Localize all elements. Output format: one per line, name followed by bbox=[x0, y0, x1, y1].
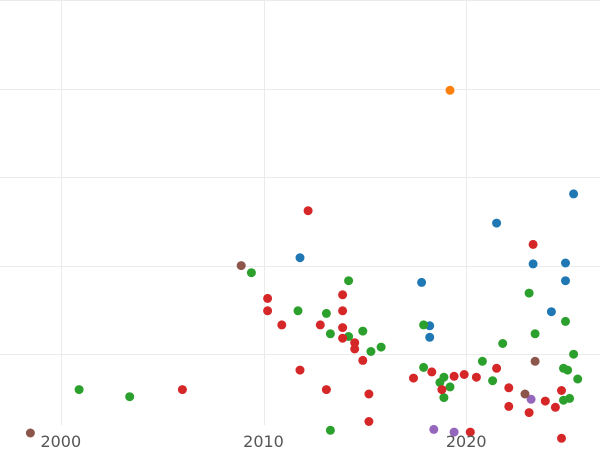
data-point bbox=[295, 365, 305, 375]
series-group bbox=[295, 189, 579, 342]
data-point bbox=[419, 362, 429, 372]
x-tick-label: 2000 bbox=[40, 432, 81, 450]
data-point bbox=[321, 385, 331, 395]
data-point bbox=[295, 253, 305, 263]
data-point bbox=[425, 332, 435, 342]
data-point bbox=[449, 371, 459, 381]
data-point bbox=[557, 386, 566, 395]
data-point bbox=[177, 385, 187, 395]
data-point bbox=[445, 85, 455, 95]
data-point bbox=[504, 401, 514, 411]
data-point bbox=[471, 372, 481, 382]
data-point bbox=[236, 261, 246, 271]
data-point bbox=[520, 389, 530, 399]
series-group bbox=[25, 261, 540, 438]
data-point bbox=[565, 393, 575, 403]
data-point bbox=[350, 344, 360, 354]
gridlines bbox=[0, 0, 600, 425]
data-point bbox=[540, 396, 550, 406]
data-point bbox=[573, 374, 583, 384]
data-point bbox=[277, 320, 287, 330]
x-axis-ticks: 2000 2010 2020 bbox=[40, 432, 486, 450]
data-point bbox=[429, 424, 439, 434]
data-point bbox=[358, 326, 368, 336]
data-point bbox=[550, 402, 560, 412]
data-point bbox=[376, 342, 386, 352]
data-point bbox=[563, 365, 573, 375]
data-point bbox=[350, 338, 360, 348]
data-point bbox=[439, 372, 449, 382]
data-point bbox=[449, 427, 459, 437]
data-point bbox=[325, 329, 335, 339]
data-point bbox=[338, 333, 348, 343]
data-point bbox=[492, 218, 502, 228]
data-point bbox=[504, 383, 514, 393]
data-point bbox=[557, 433, 566, 443]
data-point bbox=[459, 370, 469, 379]
data-point bbox=[569, 349, 579, 359]
series-group bbox=[445, 85, 455, 95]
data-point bbox=[492, 363, 502, 373]
data-point bbox=[561, 258, 570, 268]
data-point bbox=[445, 382, 455, 392]
data-point bbox=[364, 389, 374, 399]
data-point bbox=[246, 268, 256, 278]
data-point bbox=[439, 393, 449, 403]
data-point bbox=[364, 417, 374, 426]
data-point bbox=[417, 277, 427, 287]
data-point bbox=[344, 276, 354, 286]
data-point bbox=[437, 385, 447, 395]
data-point bbox=[477, 356, 487, 366]
data-point bbox=[546, 307, 556, 317]
x-tick-label: 2020 bbox=[446, 432, 487, 450]
data-point bbox=[526, 394, 536, 404]
data-point bbox=[528, 259, 538, 269]
data-point bbox=[338, 306, 348, 316]
data-points bbox=[25, 85, 583, 443]
series-group bbox=[429, 394, 536, 437]
series-group bbox=[74, 268, 583, 435]
data-point bbox=[524, 288, 534, 298]
data-point bbox=[488, 376, 498, 386]
data-point bbox=[528, 239, 538, 249]
data-point bbox=[338, 323, 348, 333]
data-point bbox=[569, 189, 579, 199]
data-point bbox=[74, 385, 84, 395]
data-point bbox=[524, 408, 534, 418]
data-point bbox=[25, 428, 35, 438]
data-point bbox=[530, 329, 540, 339]
data-point bbox=[293, 306, 303, 316]
data-point bbox=[325, 425, 335, 435]
data-point bbox=[366, 347, 376, 356]
data-point bbox=[263, 306, 273, 316]
data-point bbox=[303, 206, 313, 216]
data-point bbox=[321, 308, 331, 318]
data-point bbox=[125, 392, 135, 402]
data-point bbox=[561, 316, 570, 326]
data-point bbox=[419, 320, 429, 330]
data-point bbox=[561, 276, 570, 286]
data-point bbox=[263, 293, 273, 303]
data-point bbox=[530, 356, 540, 366]
series-group bbox=[177, 206, 566, 443]
x-tick-label: 2010 bbox=[243, 432, 284, 450]
data-point bbox=[427, 367, 437, 377]
data-point bbox=[498, 339, 508, 348]
data-point bbox=[338, 290, 348, 300]
data-point bbox=[358, 355, 368, 365]
data-point bbox=[409, 373, 418, 383]
data-point bbox=[315, 320, 325, 330]
data-point bbox=[465, 427, 475, 437]
